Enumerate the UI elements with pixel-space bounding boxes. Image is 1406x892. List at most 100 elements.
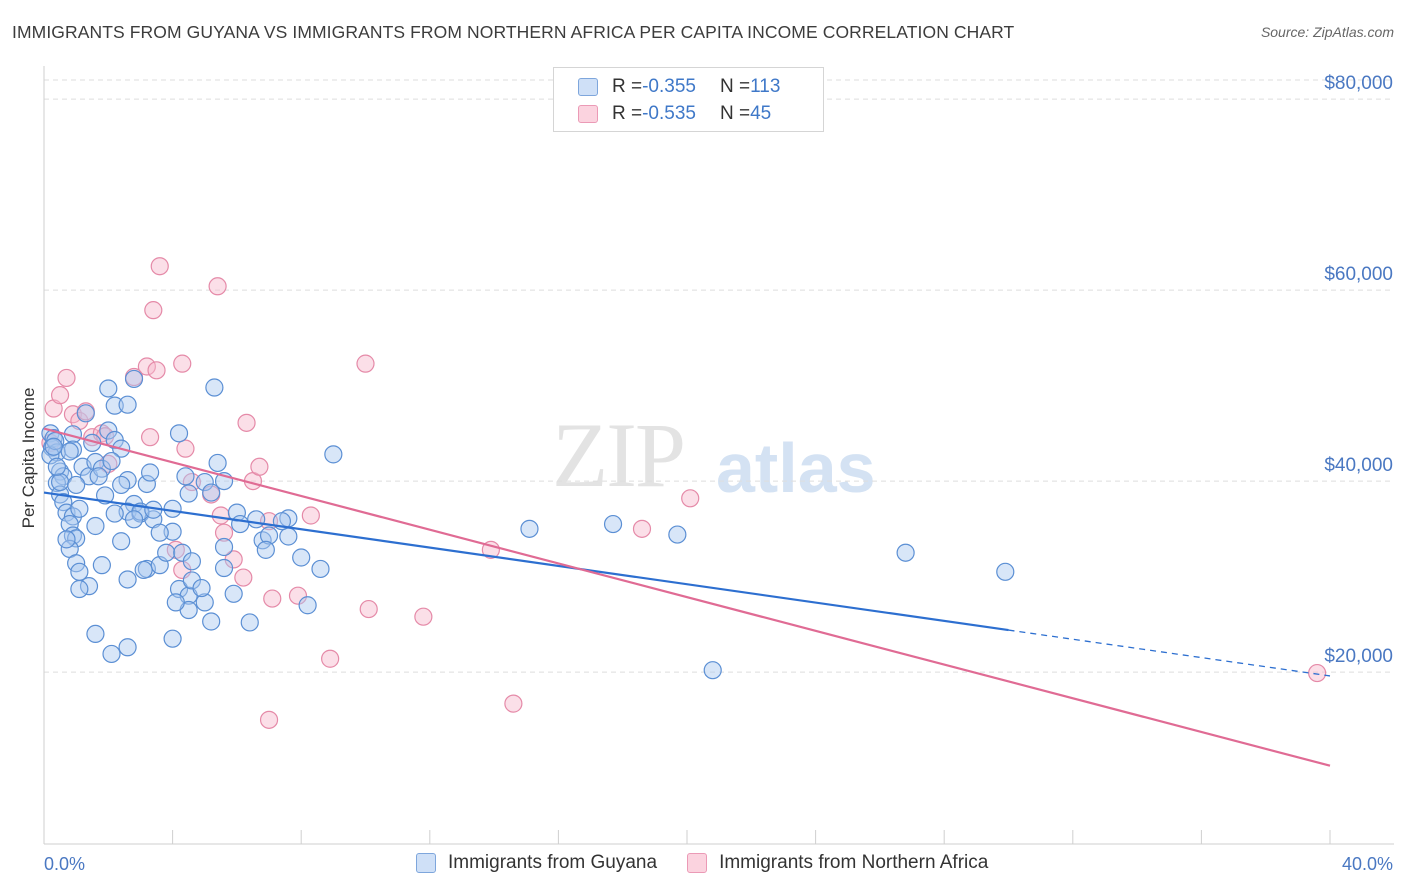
data-point-guyana: [60, 442, 79, 461]
data-point-northern-africa: [137, 357, 156, 376]
legend-r-label: R =: [612, 103, 643, 124]
data-point-guyana: [166, 593, 185, 612]
data-point-guyana: [224, 584, 243, 603]
data-point-guyana: [86, 516, 105, 536]
legend-swatch-guyana: [416, 853, 436, 873]
y-tick-label: $40,000: [1324, 455, 1393, 476]
data-point-northern-africa: [414, 607, 433, 626]
data-point-guyana: [70, 579, 89, 599]
data-point-guyana: [118, 638, 137, 657]
trend-line-guyana: [43, 491, 1009, 632]
data-point-northern-africa: [504, 694, 523, 713]
data-point-northern-africa: [173, 354, 192, 373]
data-point-guyana: [124, 510, 144, 529]
data-point-guyana: [86, 452, 105, 472]
data-point-northern-africa: [1308, 663, 1327, 683]
data-point-guyana: [182, 552, 201, 571]
legend-r-label: R =: [612, 76, 643, 97]
data-point-guyana: [137, 474, 156, 494]
data-point-guyana: [703, 661, 722, 680]
data-point-northern-africa: [50, 386, 70, 405]
data-point-guyana: [324, 445, 343, 464]
trend-lines: [43, 427, 1331, 767]
y-tick-label: $60,000: [1324, 264, 1393, 285]
data-point-guyana: [70, 499, 89, 518]
legend-label-guyana: Immigrants from Guyana: [448, 852, 658, 873]
legend-n-label: N =: [719, 76, 751, 97]
series-northern-africa-points: [41, 257, 1327, 729]
legend-n-value: 113: [750, 76, 781, 97]
data-point-northern-africa: [632, 519, 652, 538]
chart-source: Source: ZipAtlas.com: [1260, 24, 1394, 40]
data-point-guyana: [102, 644, 121, 664]
data-point-guyana: [603, 514, 623, 534]
legend-row-northern-africa: R = -0.535 N = 45: [578, 102, 771, 126]
data-point-northern-africa: [150, 257, 169, 276]
data-point-northern-africa: [147, 361, 166, 380]
data-point-guyana: [67, 529, 86, 548]
x-tick-label: 0.0%: [44, 854, 85, 874]
data-point-northern-africa: [259, 710, 279, 729]
data-point-northern-africa: [250, 457, 269, 476]
x-tick-label: 40.0%: [1342, 854, 1393, 874]
data-point-guyana: [279, 527, 298, 546]
data-point-guyana: [311, 559, 330, 579]
data-point-northern-africa: [263, 589, 282, 608]
legend-label-northern-africa: Immigrants from Northern Africa: [719, 852, 989, 873]
data-point-guyana: [118, 570, 137, 589]
data-point-guyana: [105, 396, 124, 415]
data-point-guyana: [182, 571, 201, 590]
data-point-guyana: [202, 483, 221, 502]
data-point-guyana: [89, 467, 108, 486]
data-point-guyana: [67, 475, 86, 495]
data-point-northern-africa: [176, 439, 195, 458]
legend-item-guyana[interactable]: Immigrants from Guyana: [416, 852, 657, 874]
y-axis-title: Per Capita Income: [19, 388, 38, 529]
data-point-guyana: [163, 629, 182, 648]
legend-swatch-guyana: [578, 78, 598, 96]
data-point-guyana: [70, 562, 89, 581]
data-point-guyana: [195, 593, 214, 612]
trend-line-northern-africa: [43, 427, 1331, 767]
data-point-guyana: [256, 540, 275, 559]
data-point-guyana: [259, 526, 279, 545]
data-point-guyana: [134, 560, 153, 580]
data-point-guyana: [102, 451, 121, 471]
data-point-guyana: [163, 499, 182, 518]
data-point-guyana: [214, 537, 234, 557]
legend-swatch-northern-africa: [687, 853, 708, 873]
y-tick-label: $20,000: [1324, 646, 1393, 667]
data-point-guyana: [47, 457, 66, 476]
data-point-guyana: [99, 421, 118, 440]
data-point-northern-africa: [356, 354, 375, 373]
data-point-guyana: [176, 467, 195, 486]
data-point-northern-africa: [140, 428, 160, 447]
data-point-northern-africa: [57, 368, 76, 388]
data-point-guyana: [54, 467, 73, 486]
data-point-guyana: [169, 579, 189, 599]
legend-n-label: N =: [719, 103, 751, 124]
data-point-northern-africa: [288, 586, 308, 605]
watermark-atlas: atlas: [716, 429, 876, 507]
data-point-guyana: [140, 463, 160, 482]
legend-swatch-northern-africa: [578, 105, 598, 123]
data-point-guyana: [112, 532, 131, 551]
data-point-guyana: [76, 404, 95, 423]
data-point-guyana: [896, 543, 915, 562]
data-point-guyana: [92, 556, 111, 575]
legend-item-northern-africa[interactable]: Immigrants from Northern Africa: [687, 852, 988, 874]
data-point-northern-africa: [211, 506, 230, 525]
data-point-guyana: [202, 612, 221, 631]
legend-r-value: -0.355: [642, 76, 696, 97]
data-point-guyana: [240, 613, 259, 632]
data-point-guyana: [63, 440, 83, 459]
data-point-northern-africa: [301, 506, 320, 525]
legend-n-value: 45: [750, 103, 772, 124]
data-point-guyana: [157, 543, 176, 562]
series-legend: Immigrants from Guyana Immigrants from N…: [416, 852, 1018, 874]
data-point-guyana: [112, 475, 131, 495]
data-point-northern-africa: [214, 523, 234, 542]
data-point-guyana: [163, 522, 182, 541]
data-point-guyana: [105, 504, 124, 523]
data-point-guyana: [57, 530, 76, 549]
